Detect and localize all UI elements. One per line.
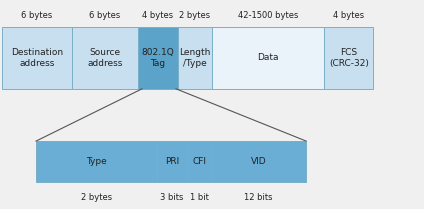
- Bar: [178, 27, 212, 89]
- Bar: [211, 141, 306, 182]
- Bar: [36, 141, 157, 182]
- Text: Destination
address: Destination address: [11, 48, 63, 68]
- Bar: [72, 27, 138, 89]
- Bar: [157, 141, 187, 182]
- Bar: [212, 27, 324, 89]
- Text: 6 bytes: 6 bytes: [22, 11, 53, 20]
- Text: FCS
(CRC-32): FCS (CRC-32): [329, 48, 369, 68]
- Bar: [2, 27, 72, 89]
- Text: 3 bits: 3 bits: [160, 193, 184, 202]
- Text: Source
address: Source address: [87, 48, 123, 68]
- Text: PRI: PRI: [165, 157, 179, 166]
- Bar: [138, 27, 178, 89]
- Text: 1 bit: 1 bit: [190, 193, 209, 202]
- Text: 4 bytes: 4 bytes: [142, 11, 173, 20]
- Text: 4 bytes: 4 bytes: [333, 11, 364, 20]
- Text: Data: Data: [257, 54, 279, 62]
- Text: VID: VID: [251, 157, 266, 166]
- Text: 12 bits: 12 bits: [244, 193, 273, 202]
- Text: Length
/Type: Length /Type: [179, 48, 211, 68]
- Bar: [187, 141, 211, 182]
- Text: 42-1500 bytes: 42-1500 bytes: [238, 11, 298, 20]
- Text: CFI: CFI: [192, 157, 206, 166]
- Bar: [324, 27, 373, 89]
- Text: 6 bytes: 6 bytes: [89, 11, 120, 20]
- Text: 2 bytes: 2 bytes: [81, 193, 112, 202]
- Text: 802.1Q
Tag: 802.1Q Tag: [142, 48, 174, 68]
- Text: 2 bytes: 2 bytes: [179, 11, 211, 20]
- Text: Type: Type: [86, 157, 107, 166]
